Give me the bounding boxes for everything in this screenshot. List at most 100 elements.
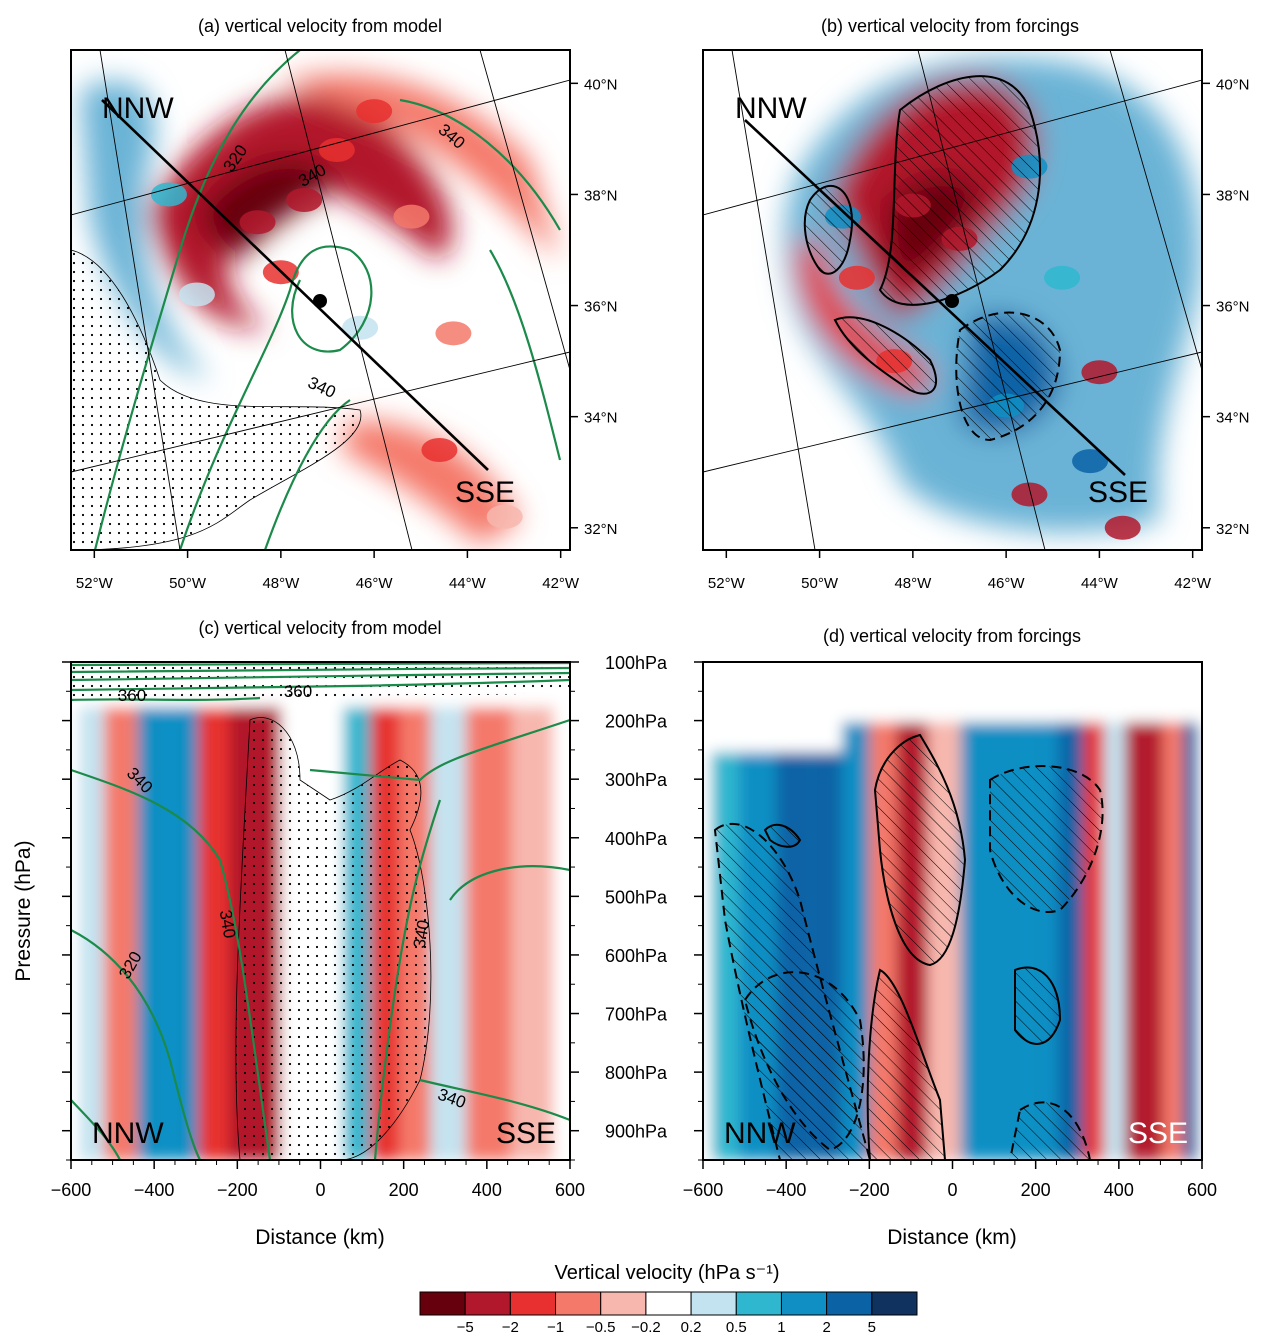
- panel-a-stipple: [71, 249, 362, 550]
- velocity-column: [137, 707, 169, 1160]
- colorbar-tick-label: 1: [777, 1319, 785, 1332]
- velocity-column: [1125, 722, 1144, 1160]
- y-tick-label: 34°N: [1216, 410, 1250, 427]
- contour-label: 340: [305, 373, 339, 402]
- y-tick-label: 300hPa: [605, 770, 668, 790]
- contour-label: 340: [216, 908, 240, 939]
- panel-d: (d) vertical velocity from forcings NNW …: [683, 626, 1217, 1249]
- panel-c-y-ticks: 100hPa 200hPa 300hPa 400hPa 500hPa 600hPa 700h…: [62, 653, 703, 1161]
- y-tick-label: 500hPa: [605, 887, 668, 907]
- panel-d-x-ticks: −600 −400 −200 0 200 400 600: [683, 1160, 1217, 1200]
- velocity-cell: [393, 204, 430, 229]
- nnw-label: NNW: [724, 1117, 796, 1150]
- velocity-column: [511, 707, 554, 1160]
- y-tick-label: 600hPa: [605, 946, 668, 966]
- velocity-cell: [178, 282, 215, 307]
- panel-a-y-ticks: 40°N 38°N 36°N 34°N 32°N: [570, 76, 618, 538]
- panel-a-theta-contours: [93, 50, 562, 550]
- x-tick-label: 42°W: [542, 575, 580, 592]
- velocity-cell: [150, 182, 187, 207]
- x-tick-label: 52°W: [76, 575, 114, 592]
- y-tick-label: 32°N: [584, 521, 618, 538]
- x-tick-label: −400: [766, 1180, 807, 1200]
- panel-a-updraft-core: [200, 158, 340, 260]
- x-tick-label: 50°W: [801, 575, 839, 592]
- velocity-cell: [1044, 265, 1081, 290]
- nnw-label: NNW: [92, 1117, 164, 1150]
- panel-b-title: (b) vertical velocity from forcings: [821, 16, 1079, 36]
- panel-d-hatched-regions: [713, 733, 1104, 1160]
- contour-label: 360: [284, 682, 312, 701]
- colorbar: Vertical velocity (hPa s⁻¹) −5 −2 −1 −0.5 −0…: [419, 1262, 918, 1336]
- sse-label: SSE: [1128, 1117, 1188, 1150]
- colorbar-box: [735, 1291, 782, 1316]
- colorbar-tick-labels: −5 −2 −1 −0.5 −0.2 0.2 0.5 1 2 5: [457, 1319, 876, 1336]
- panel-c: (c) vertical velocity from model 360 360…: [12, 618, 703, 1249]
- x-tick-label: 200: [1021, 1180, 1051, 1200]
- velocity-cell: [1081, 360, 1118, 385]
- x-tick-label: 44°W: [449, 575, 487, 592]
- colorbar-tick-label: 0.2: [681, 1319, 702, 1332]
- x-tick-label: 600: [1187, 1180, 1217, 1200]
- velocity-column: [960, 722, 995, 1160]
- y-tick-label: 900hPa: [605, 1122, 668, 1142]
- velocity-cell: [1104, 515, 1141, 540]
- panel-c-x-ticks: −600 −400 −200 0 200 400 600: [51, 1160, 585, 1200]
- panel-b-cross-section: NNW SSE: [735, 92, 1148, 509]
- panel-d-xlabel: Distance (km): [887, 1226, 1017, 1249]
- colorbar-box: [690, 1291, 737, 1316]
- y-tick-label: 200hPa: [605, 712, 668, 732]
- colorbar-box: [419, 1291, 466, 1316]
- panel-c-title: (c) vertical velocity from model: [198, 618, 441, 638]
- nnw-label: NNW: [735, 92, 807, 125]
- colorbar-tick-label: −1: [547, 1319, 564, 1332]
- x-tick-label: −600: [51, 1180, 92, 1200]
- panel-c-ylabel: Pressure (hPa): [12, 840, 35, 981]
- nnw-label: NNW: [102, 92, 174, 125]
- sse-label: SSE: [496, 1117, 556, 1150]
- x-tick-label: 46°W: [988, 575, 1026, 592]
- velocity-cell: [486, 504, 523, 529]
- y-tick-label: 36°N: [584, 299, 618, 316]
- y-tick-label: 800hPa: [605, 1063, 668, 1083]
- x-tick-label: −200: [849, 1180, 890, 1200]
- colorbar-tick-label: 2: [822, 1319, 830, 1332]
- contour-label: 360: [118, 686, 146, 705]
- y-tick-label: 400hPa: [605, 829, 668, 849]
- x-tick-label: 52°W: [708, 575, 746, 592]
- colorbar-box: [871, 1291, 918, 1316]
- colorbar-box: [600, 1291, 647, 1316]
- colorbar-box: [509, 1291, 557, 1316]
- panel-d-title: (d) vertical velocity from forcings: [823, 626, 1081, 646]
- contour-label: 340: [410, 918, 434, 949]
- storm-center-marker: [945, 294, 959, 308]
- y-tick-label: 700hPa: [605, 1005, 668, 1025]
- colorbar-tick-label: −0.2: [631, 1319, 661, 1332]
- colorbar-box: [645, 1291, 692, 1316]
- velocity-cell: [286, 188, 323, 212]
- velocity-cell: [1011, 482, 1048, 507]
- x-tick-label: 48°W: [894, 575, 932, 592]
- velocity-cell: [421, 438, 458, 462]
- panel-a-title: (a) vertical velocity from model: [198, 16, 442, 36]
- velocity-column: [1162, 722, 1184, 1160]
- y-tick-label: 32°N: [1216, 521, 1250, 538]
- y-tick-label: 34°N: [584, 410, 618, 427]
- panel-b-frame: [702, 49, 1203, 551]
- panel-a-cross-section: NNW SSE: [101, 92, 515, 509]
- velocity-cell: [356, 99, 393, 124]
- panel-b: (b) vertical velocity from forcings: [702, 16, 1250, 592]
- colorbar-box: [464, 1291, 511, 1316]
- panel-c-theta-contours: [71, 662, 570, 1160]
- panel-c-stipple: [235, 717, 432, 1160]
- panel-a-south-band: [340, 420, 520, 545]
- x-tick-label: −400: [134, 1180, 175, 1200]
- panel-a-graticule: [71, 50, 570, 550]
- x-tick-label: 0: [947, 1180, 957, 1200]
- colorbar-tick-label: −5: [457, 1319, 474, 1332]
- colorbar-box: [780, 1291, 828, 1316]
- panel-a-frame: [70, 49, 571, 551]
- panel-b-y-ticks: 40°N 38°N 36°N 34°N 32°N: [1202, 76, 1250, 538]
- velocity-cell: [838, 265, 875, 290]
